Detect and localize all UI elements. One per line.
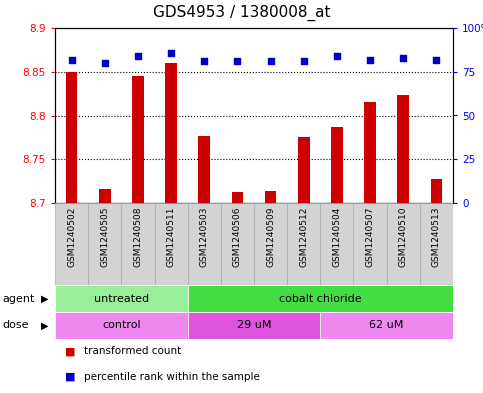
Bar [331, 127, 343, 203]
Text: cobalt chloride: cobalt chloride [279, 294, 362, 303]
Bar [364, 102, 376, 203]
Bar [66, 72, 77, 203]
Text: agent: agent [2, 294, 35, 303]
Text: dose: dose [2, 321, 29, 331]
Point [399, 55, 407, 61]
Text: 29 uM: 29 uM [237, 321, 271, 331]
Text: ■: ■ [65, 347, 75, 356]
Text: ■: ■ [65, 371, 75, 382]
Text: transformed count: transformed count [84, 347, 181, 356]
Point [433, 56, 440, 62]
Text: GSM1240508: GSM1240508 [133, 206, 142, 267]
Text: GSM1240510: GSM1240510 [399, 206, 408, 267]
Point [134, 53, 142, 59]
Point [267, 58, 274, 64]
Point [101, 60, 109, 66]
Text: GSM1240502: GSM1240502 [67, 206, 76, 267]
Bar [221, 203, 254, 285]
Point [333, 53, 341, 59]
Bar [55, 203, 88, 285]
Bar [320, 203, 354, 285]
Bar [132, 76, 144, 203]
Text: GSM1240504: GSM1240504 [332, 206, 341, 267]
Bar [55, 312, 188, 339]
Bar [188, 285, 453, 312]
Text: GSM1240506: GSM1240506 [233, 206, 242, 267]
Bar [155, 203, 188, 285]
Text: GSM1240513: GSM1240513 [432, 206, 441, 267]
Bar [298, 138, 310, 203]
Bar [199, 136, 210, 203]
Bar [254, 203, 287, 285]
Bar [287, 203, 320, 285]
Point [234, 58, 242, 64]
Point [200, 58, 208, 64]
Text: 62 uM: 62 uM [369, 321, 404, 331]
Text: GSM1240511: GSM1240511 [167, 206, 176, 267]
Text: GDS4953 / 1380008_at: GDS4953 / 1380008_at [153, 5, 330, 21]
Bar [420, 203, 453, 285]
Bar [121, 203, 155, 285]
Text: ▶: ▶ [41, 294, 49, 303]
Point [300, 58, 308, 64]
Text: control: control [102, 321, 141, 331]
Bar [188, 203, 221, 285]
Bar [265, 191, 276, 203]
Bar [398, 95, 409, 203]
Text: percentile rank within the sample: percentile rank within the sample [84, 371, 260, 382]
Text: untreated: untreated [94, 294, 149, 303]
Bar [165, 63, 177, 203]
Bar [354, 203, 387, 285]
Text: ▶: ▶ [41, 321, 49, 331]
Point [68, 56, 75, 62]
Bar [387, 203, 420, 285]
Text: GSM1240509: GSM1240509 [266, 206, 275, 267]
Bar [232, 192, 243, 203]
Bar [99, 189, 111, 203]
Text: GSM1240505: GSM1240505 [100, 206, 109, 267]
Point [167, 50, 175, 56]
Bar [188, 312, 320, 339]
Bar [88, 203, 121, 285]
Text: GSM1240503: GSM1240503 [200, 206, 209, 267]
Bar [320, 312, 453, 339]
Point [366, 56, 374, 62]
Bar [55, 285, 188, 312]
Text: GSM1240507: GSM1240507 [366, 206, 375, 267]
Bar [431, 179, 442, 203]
Text: GSM1240512: GSM1240512 [299, 206, 308, 267]
